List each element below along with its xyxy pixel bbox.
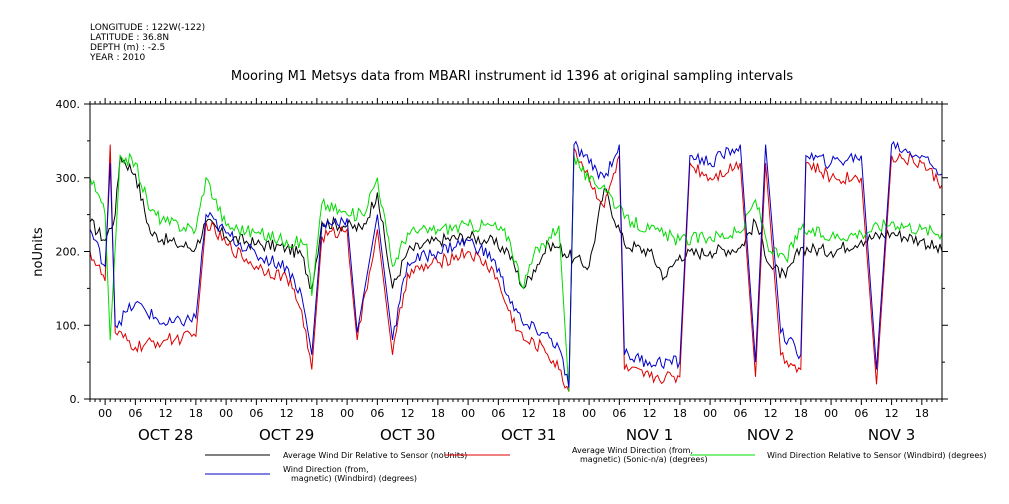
series-line-2 [89,152,943,392]
meta-depth: DEPTH (m) : -2.5 [90,43,165,53]
x-tick-label: 18 [189,407,203,420]
y-tick-label-200: 200. [56,246,81,259]
x-tick-label: 00 [98,407,112,420]
plot-series [89,140,943,392]
legend-label-1: Average Wind Direction (from, magnetic) (… [572,446,708,464]
x-tick-label: 06 [733,407,747,420]
x-day-label: OCT 28 [138,426,193,444]
x-tick-label: 12 [885,407,899,420]
x-day-label: NOV 3 [868,426,915,444]
x-day-label: OCT 30 [380,426,435,444]
meta-year: YEAR : 2010 [89,53,146,63]
meta-latitude: LATITUDE : 36.8N [90,33,169,43]
plot-frame [89,103,943,400]
x-tick-label: 06 [249,407,263,420]
meta-block: LONGITUDE : 122W(-122) LATITUDE : 36.8N … [89,23,205,63]
y-tick-label-100: 100. [56,319,81,332]
x-tick-label: 06 [491,407,505,420]
x-tick-label: 00 [582,407,596,420]
x-tick-label: 12 [280,407,294,420]
x-tick-label: 12 [401,407,415,420]
x-tick-label: 00 [340,407,354,420]
x-tick-label: 00 [461,407,475,420]
x-tick-label: 00 [824,407,838,420]
legend: Average Wind Dir Relative to Sensor (noU… [205,446,987,483]
x-tick-label: 06 [370,407,384,420]
x-tick-label: 06 [128,407,142,420]
x-tick-label: 18 [673,407,687,420]
series-line-1 [89,144,943,392]
x-tick-label: 18 [915,407,929,420]
x-tick-label: 12 [159,407,173,420]
x-day-label: OCT 31 [501,426,556,444]
x-tick-label: 00 [703,407,717,420]
chart-title: Mooring M1 Metsys data from MBARI instru… [231,69,793,84]
x-tick-label: 06 [854,407,868,420]
x-tick-label: 18 [552,407,566,420]
x-tick-label: 06 [612,407,626,420]
legend-label-0: Average Wind Dir Relative to Sensor (noU… [283,451,467,460]
series-line-0 [89,155,943,290]
x-tick-label: 00 [219,407,233,420]
legend-label-3: Wind Direction (from, magnetic) (Windbird… [283,465,417,483]
series-line-3 [89,140,943,388]
axes: 0. 100. 200. 300. 400. 00 06 12 18 00 06 12 18 00 06 12… [56,98,948,444]
x-tick-label: 12 [522,407,536,420]
y-tick-label-400: 400. [56,98,81,111]
y-axis-label: noUnits [31,227,46,277]
meta-longitude: LONGITUDE : 122W(-122) [90,23,205,33]
y-tick-label-300: 300. [56,172,81,185]
x-day-label: NOV 2 [747,426,794,444]
x-tick-label: 12 [643,407,657,420]
x-tick-label: 12 [764,407,778,420]
x-tick-label: 18 [794,407,808,420]
y-tick-label-0: 0. [70,393,81,406]
x-day-label: NOV 1 [626,426,673,444]
legend-label-2: Wind Direction Relative to Sensor (Windb… [767,451,987,460]
x-day-label: OCT 29 [259,426,314,444]
x-tick-label: 18 [431,407,445,420]
x-tick-label: 18 [310,407,324,420]
